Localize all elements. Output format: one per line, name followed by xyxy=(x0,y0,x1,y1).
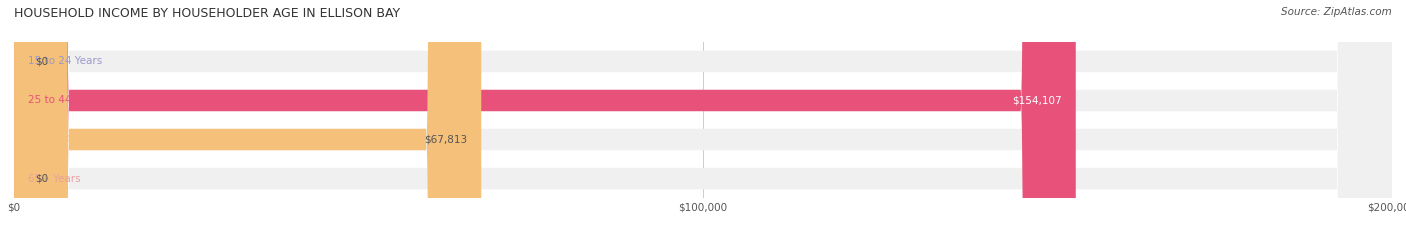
FancyBboxPatch shape xyxy=(14,0,1392,233)
FancyBboxPatch shape xyxy=(14,0,481,233)
Text: $67,813: $67,813 xyxy=(425,134,467,144)
Text: 45 to 64 Years: 45 to 64 Years xyxy=(28,134,103,144)
Text: $0: $0 xyxy=(35,174,48,184)
FancyBboxPatch shape xyxy=(14,0,1392,233)
Text: Source: ZipAtlas.com: Source: ZipAtlas.com xyxy=(1281,7,1392,17)
Text: $154,107: $154,107 xyxy=(1012,96,1062,106)
Text: $0: $0 xyxy=(35,56,48,66)
Text: 65+ Years: 65+ Years xyxy=(28,174,80,184)
Text: 25 to 44 Years: 25 to 44 Years xyxy=(28,96,103,106)
FancyBboxPatch shape xyxy=(14,0,1392,233)
Text: HOUSEHOLD INCOME BY HOUSEHOLDER AGE IN ELLISON BAY: HOUSEHOLD INCOME BY HOUSEHOLDER AGE IN E… xyxy=(14,7,401,20)
Text: 15 to 24 Years: 15 to 24 Years xyxy=(28,56,103,66)
FancyBboxPatch shape xyxy=(14,0,1076,233)
FancyBboxPatch shape xyxy=(14,0,1392,233)
